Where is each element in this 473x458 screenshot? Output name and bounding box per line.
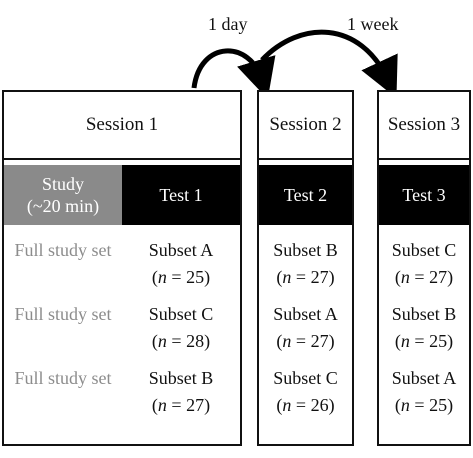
interval-1-week-label: 1 week <box>347 14 399 34</box>
study-set-label: Full study set <box>14 240 112 260</box>
sample-size: (n = 25) <box>394 395 454 415</box>
study-phase-cell: Study (~20 min) <box>4 165 122 225</box>
sample-size: (n = 27) <box>276 331 335 351</box>
subset-label: Subset C <box>148 304 214 324</box>
sample-size: (n = 27) <box>394 267 454 287</box>
sample-size: (n = 25) <box>394 331 454 351</box>
session-2-title: Session 2 <box>259 92 352 160</box>
session-2-panel: Session 2 Test 2 Subset B (n = 27) Subse… <box>257 90 354 446</box>
subset-label: Subset B <box>273 240 338 260</box>
sample-size: (n = 27) <box>276 267 335 287</box>
interval-1-day-label: 1 day <box>208 14 248 34</box>
subset-label: Subset C <box>273 368 338 388</box>
session-1-row: Full study set Subset C (n = 28) <box>4 289 240 353</box>
study-set-label: Full study set <box>14 368 112 388</box>
sample-size: (n = 27) <box>151 395 211 415</box>
subset-label: Subset A <box>273 304 338 324</box>
test-1-cell: Test 1 <box>122 165 240 225</box>
session-3-title: Session 3 <box>379 92 469 160</box>
sample-size: (n = 28) <box>151 331 211 351</box>
session-1-row: Full study set Subset A (n = 25) <box>4 225 240 289</box>
session-1-title: Session 1 <box>4 92 240 160</box>
subset-label: Subset A <box>148 240 214 260</box>
session-1-row: Full study set Subset B (n = 27) <box>4 353 240 417</box>
arrow-session2-to-session3 <box>260 29 398 99</box>
subset-label: Subset B <box>148 368 214 388</box>
sample-size: (n = 25) <box>151 267 211 287</box>
session-1-panel: Session 1 Study (~20 min) Test 1 Full st… <box>2 90 242 446</box>
arrow-session1-to-session2 <box>191 48 276 100</box>
subset-label: Subset A <box>391 368 457 388</box>
session-3-panel: Session 3 Test 3 Subset C (n = 27) Subse… <box>377 90 471 446</box>
test-3-cell: Test 3 <box>379 165 469 225</box>
subset-label: Subset C <box>391 240 457 260</box>
test-2-cell: Test 2 <box>259 165 352 225</box>
subset-label: Subset B <box>391 304 457 324</box>
study-set-label: Full study set <box>14 304 112 324</box>
sample-size: (n = 26) <box>276 395 335 415</box>
